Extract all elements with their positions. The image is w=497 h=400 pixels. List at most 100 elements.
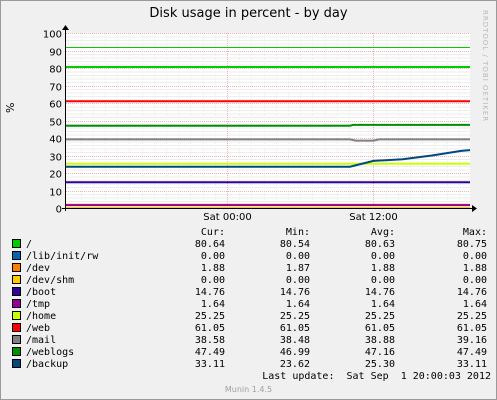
legend-avg-value: 0.00 <box>370 275 395 286</box>
legend-max-value: 1.88 <box>462 263 487 274</box>
legend-cur-value: 38.58 <box>194 335 225 346</box>
legend-max-value: 39.16 <box>456 335 487 346</box>
y-tick-label: 60 <box>49 100 62 111</box>
y-tick-label: 90 <box>49 48 62 59</box>
y-tick-label: 0 <box>56 205 62 216</box>
legend-series-name: /weblogs <box>26 347 75 358</box>
header-avg: Avg: <box>370 227 395 238</box>
legend-cur-value: 0.00 <box>200 275 225 286</box>
legend-min-value: 0.00 <box>285 275 310 286</box>
legend-row: /mail 38.58 38.48 38.88 39.16 <box>10 335 490 347</box>
legend-max-value: 80.75 <box>456 239 487 250</box>
legend-avg-value: 38.88 <box>364 335 395 346</box>
legend-cur-value: 14.76 <box>194 287 225 298</box>
y-tick-label: 80 <box>49 65 62 76</box>
legend-row: /home 25.25 25.25 25.25 25.25 <box>10 311 490 323</box>
legend-swatch <box>12 323 21 332</box>
legend-cur-value: 47.49 <box>194 347 225 358</box>
legend-avg-value: 1.64 <box>370 299 395 310</box>
legend-row: /dev/shm 0.00 0.00 0.00 0.00 <box>10 275 490 287</box>
y-tick-label: 50 <box>49 118 62 129</box>
munin-version: Munin 1.4.5 <box>224 385 273 394</box>
legend-min-value: 61.05 <box>279 323 310 334</box>
legend-swatch <box>12 251 21 260</box>
legend-min-value: 23.62 <box>279 359 310 370</box>
header-min: Min: <box>285 227 310 238</box>
series-line <box>66 149 471 168</box>
legend-row: /weblogs 47.49 46.99 47.16 47.49 <box>10 347 490 359</box>
legend-min-value: 80.54 <box>279 239 310 250</box>
legend-cur-value: 61.05 <box>194 323 225 334</box>
legend-min-value: 25.25 <box>279 311 310 322</box>
legend-swatch <box>12 299 21 308</box>
legend-swatch <box>12 347 21 356</box>
plot-area <box>66 33 470 208</box>
legend-min-value: 38.48 <box>279 335 310 346</box>
legend-swatch <box>12 263 21 272</box>
legend: Cur: Min: Avg: Max: / 80.64 80.54 80.63 80.7… <box>10 227 490 371</box>
y-tick-label: 20 <box>49 170 62 181</box>
legend-cur-value: 33.11 <box>194 359 225 370</box>
legend-min-value: 1.64 <box>285 299 310 310</box>
legend-cur-value: 1.64 <box>200 299 225 310</box>
legend-min-value: 1.87 <box>285 263 310 274</box>
legend-series-name: / <box>26 239 33 250</box>
y-tick-label: 40 <box>49 135 62 146</box>
legend-series-name: /backup <box>26 359 69 370</box>
legend-max-value: 61.05 <box>456 323 487 334</box>
x-tick-label: Sat 12:00 <box>349 212 397 223</box>
legend-row: /boot 14.76 14.76 14.76 14.76 <box>10 287 490 299</box>
legend-max-value: 33.11 <box>456 359 487 370</box>
legend-max-value: 0.00 <box>462 275 487 286</box>
legend-series-name: /home <box>26 311 57 322</box>
legend-max-value: 47.49 <box>456 347 487 358</box>
legend-max-value: 1.64 <box>462 299 487 310</box>
legend-cur-value: 0.00 <box>200 251 225 262</box>
legend-row: /backup 33.11 23.62 25.30 33.11 <box>10 359 490 371</box>
legend-cur-value: 25.25 <box>194 311 225 322</box>
legend-series-name: /mail <box>26 335 57 346</box>
legend-max-value: 25.25 <box>456 311 487 322</box>
header-cur: Cur: <box>200 227 225 238</box>
legend-min-value: 0.00 <box>285 251 310 262</box>
legend-avg-value: 1.88 <box>370 263 395 274</box>
legend-max-value: 0.00 <box>462 251 487 262</box>
legend-series-name: /boot <box>26 287 57 298</box>
legend-avg-value: 61.05 <box>364 323 395 334</box>
legend-avg-value: 25.30 <box>364 359 395 370</box>
legend-swatch <box>12 311 21 320</box>
legend-swatch <box>12 359 21 368</box>
legend-header: Cur: Min: Avg: Max: <box>10 227 490 239</box>
legend-swatch <box>12 335 21 344</box>
last-update: Last update: Sat Sep 1 20:00:03 2012 <box>262 371 491 382</box>
legend-avg-value: 0.00 <box>370 251 395 262</box>
y-axis-arrow <box>62 25 69 30</box>
legend-avg-value: 14.76 <box>364 287 395 298</box>
legend-series-name: /dev <box>26 263 51 274</box>
disk-usage-chart: 0 10 20 30 40 50 60 70 80 90 100 Sat 00:00 Sat 12:00 <box>43 25 477 223</box>
legend-min-value: 46.99 <box>279 347 310 358</box>
series-line <box>66 123 470 127</box>
legend-avg-value: 25.25 <box>364 311 395 322</box>
legend-series-name: /tmp <box>26 299 51 310</box>
x-axis-arrow <box>472 205 477 212</box>
legend-swatch <box>12 275 21 284</box>
rrdtool-watermark: RRDTOOL / TOBI OETIKER <box>481 10 489 123</box>
legend-avg-value: 47.16 <box>364 347 395 358</box>
header-max: Max: <box>462 227 487 238</box>
legend-swatch <box>12 239 21 248</box>
legend-row: / 80.64 80.54 80.63 80.75 <box>10 239 490 251</box>
legend-swatch <box>12 287 21 296</box>
legend-row: /dev 1.88 1.87 1.88 1.88 <box>10 263 490 275</box>
legend-cur-value: 1.88 <box>200 263 225 274</box>
legend-min-value: 14.76 <box>279 287 310 298</box>
y-tick-label: 100 <box>43 30 62 41</box>
legend-series-name: /lib/init/rw <box>26 251 99 262</box>
legend-series-name: /web <box>26 323 51 334</box>
chart-title: Disk usage in percent - by day <box>149 6 348 21</box>
y-tick-label: 70 <box>49 83 62 94</box>
y-tick-label: 30 <box>49 153 62 164</box>
legend-row: /lib/init/rw 0.00 0.00 0.00 0.00 <box>10 251 490 263</box>
legend-avg-value: 80.63 <box>364 239 395 250</box>
legend-max-value: 14.76 <box>456 287 487 298</box>
